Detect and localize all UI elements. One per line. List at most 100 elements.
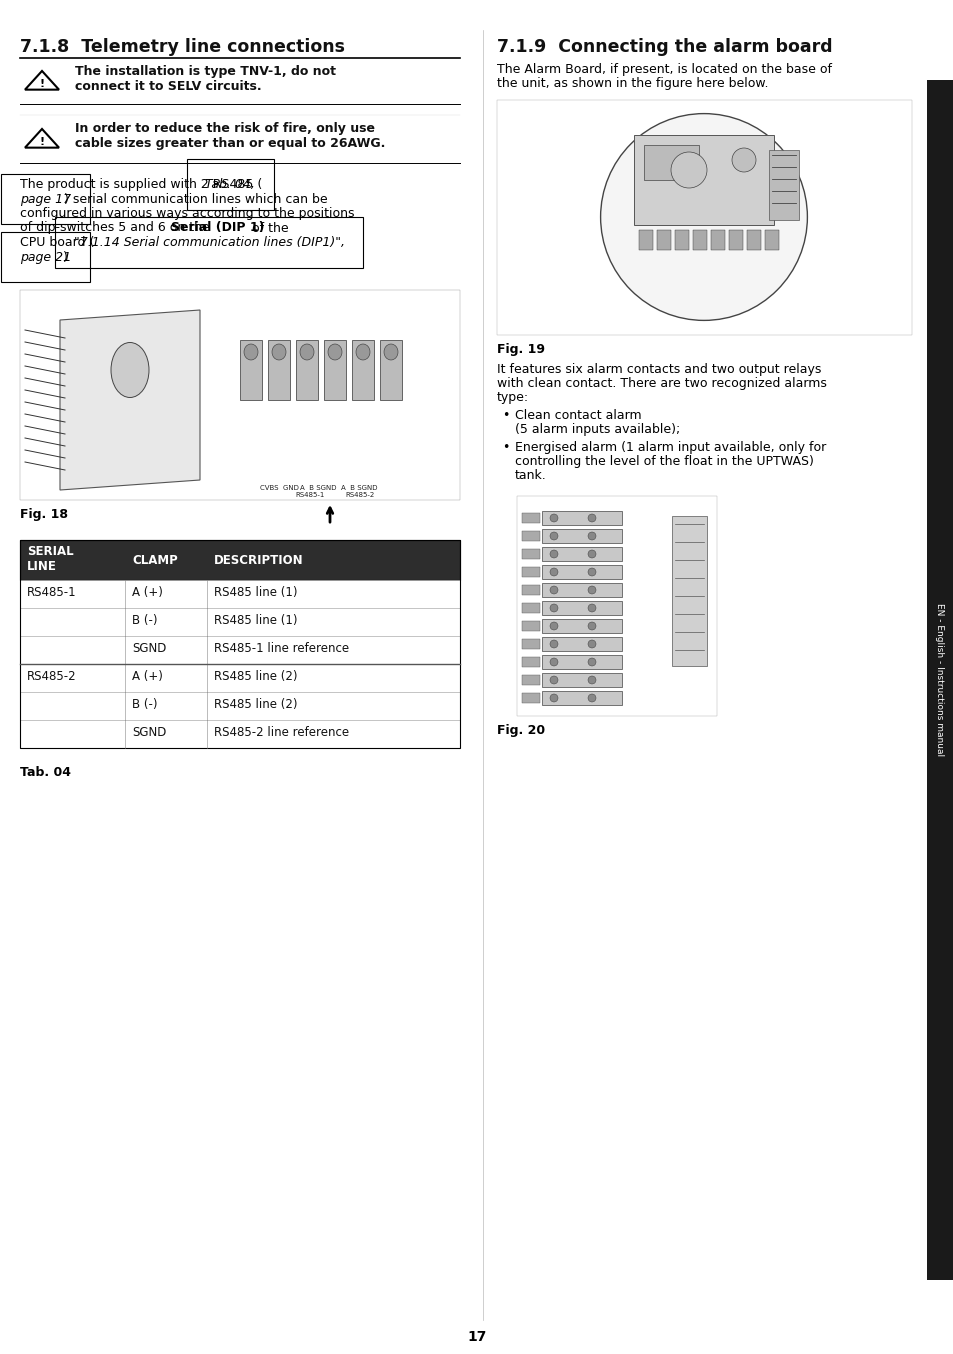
- Bar: [521, 567, 539, 577]
- Bar: [20, 540, 459, 580]
- Text: 7.1.9  Connecting the alarm board: 7.1.9 Connecting the alarm board: [497, 38, 832, 56]
- Text: Fig. 18: Fig. 18: [20, 508, 68, 521]
- Text: page 17: page 17: [20, 192, 71, 206]
- Text: RS485-1 line reference: RS485-1 line reference: [213, 642, 349, 655]
- Circle shape: [600, 114, 806, 321]
- Text: B (-): B (-): [132, 699, 157, 711]
- Circle shape: [587, 550, 596, 558]
- Bar: [657, 230, 670, 250]
- Bar: [643, 145, 699, 180]
- Bar: [521, 603, 539, 613]
- Text: •: •: [501, 441, 509, 454]
- Text: RS485-2: RS485-2: [27, 670, 76, 682]
- Text: with clean contact. There are two recognized alarms: with clean contact. There are two recogn…: [497, 376, 826, 390]
- Bar: [521, 657, 539, 668]
- Bar: [20, 663, 459, 692]
- Text: Energised alarm (1 alarm input available, only for: Energised alarm (1 alarm input available…: [515, 441, 825, 454]
- Text: RS485 line (2): RS485 line (2): [213, 699, 297, 711]
- Text: 17: 17: [467, 1330, 486, 1345]
- Text: •: •: [501, 409, 509, 422]
- Text: RS485 line (1): RS485 line (1): [213, 613, 297, 627]
- Bar: [20, 636, 459, 663]
- Text: EN - English - Instructions manual: EN - English - Instructions manual: [935, 604, 943, 757]
- Bar: [926, 80, 953, 1280]
- Text: RS485-1: RS485-1: [294, 492, 324, 498]
- Text: the unit, as shown in the figure here below.: the unit, as shown in the figure here be…: [497, 77, 768, 89]
- Ellipse shape: [355, 344, 370, 360]
- Text: The installation is type TNV-1, do not
connect it to SELV circuits.: The installation is type TNV-1, do not c…: [75, 65, 335, 93]
- Circle shape: [550, 515, 558, 523]
- Circle shape: [587, 621, 596, 630]
- Bar: [541, 529, 621, 543]
- Bar: [764, 230, 779, 250]
- Bar: [240, 340, 262, 399]
- Bar: [497, 100, 911, 334]
- Bar: [20, 580, 459, 608]
- Bar: [639, 230, 652, 250]
- Bar: [20, 608, 459, 636]
- Circle shape: [731, 148, 755, 172]
- Bar: [521, 639, 539, 649]
- Text: type:: type:: [497, 391, 529, 403]
- Circle shape: [550, 567, 558, 575]
- Bar: [710, 230, 724, 250]
- Text: It features six alarm contacts and two output relays: It features six alarm contacts and two o…: [497, 363, 821, 376]
- Ellipse shape: [299, 344, 314, 360]
- Text: CPU board (: CPU board (: [20, 236, 94, 249]
- Bar: [517, 496, 717, 716]
- Bar: [541, 565, 621, 580]
- Text: of the: of the: [248, 222, 289, 234]
- Text: of dip-switches 5 and 6 on the: of dip-switches 5 and 6 on the: [20, 222, 213, 234]
- Text: SERIAL
LINE: SERIAL LINE: [27, 546, 73, 573]
- Bar: [541, 619, 621, 634]
- Circle shape: [587, 515, 596, 523]
- Bar: [768, 150, 799, 219]
- Text: Serial (DIP 1): Serial (DIP 1): [172, 222, 265, 234]
- Bar: [541, 673, 621, 686]
- Bar: [541, 547, 621, 561]
- Text: Clean contact alarm: Clean contact alarm: [515, 409, 641, 422]
- Text: "7.1.14 Serial communication lines (DIP1)",: "7.1.14 Serial communication lines (DIP1…: [73, 236, 344, 249]
- Bar: [541, 655, 621, 669]
- Text: tank.: tank.: [515, 468, 546, 482]
- Circle shape: [550, 640, 558, 649]
- Text: (5 alarm inputs available);: (5 alarm inputs available);: [515, 422, 679, 436]
- Text: The product is supplied with 2 RS485 (: The product is supplied with 2 RS485 (: [20, 177, 262, 191]
- Circle shape: [587, 695, 596, 701]
- Text: DESCRIPTION: DESCRIPTION: [213, 554, 303, 567]
- Text: Fig. 19: Fig. 19: [497, 343, 544, 356]
- Bar: [20, 290, 459, 500]
- Text: B (-): B (-): [132, 613, 157, 627]
- Circle shape: [550, 621, 558, 630]
- Text: page 21: page 21: [20, 250, 71, 264]
- Text: Tab. 04,: Tab. 04,: [205, 177, 255, 191]
- Text: SGND: SGND: [132, 642, 166, 655]
- Circle shape: [550, 550, 558, 558]
- Text: RS485-1: RS485-1: [27, 586, 76, 598]
- Bar: [521, 548, 539, 559]
- Text: Fig. 20: Fig. 20: [497, 724, 544, 737]
- Bar: [521, 513, 539, 523]
- Circle shape: [587, 532, 596, 540]
- Polygon shape: [60, 310, 200, 490]
- Circle shape: [550, 676, 558, 684]
- Circle shape: [550, 658, 558, 666]
- Circle shape: [670, 152, 706, 188]
- Ellipse shape: [111, 343, 149, 398]
- Bar: [20, 692, 459, 720]
- Ellipse shape: [244, 344, 257, 360]
- Circle shape: [550, 604, 558, 612]
- Bar: [268, 340, 290, 399]
- Bar: [295, 340, 317, 399]
- Bar: [20, 720, 459, 747]
- Ellipse shape: [328, 344, 341, 360]
- Circle shape: [587, 640, 596, 649]
- Bar: [521, 693, 539, 703]
- Bar: [521, 585, 539, 594]
- Circle shape: [550, 586, 558, 594]
- Text: The Alarm Board, if present, is located on the base of: The Alarm Board, if present, is located …: [497, 64, 831, 76]
- Text: RS485-2: RS485-2: [345, 492, 374, 498]
- Bar: [671, 516, 706, 666]
- Bar: [746, 230, 760, 250]
- Circle shape: [587, 567, 596, 575]
